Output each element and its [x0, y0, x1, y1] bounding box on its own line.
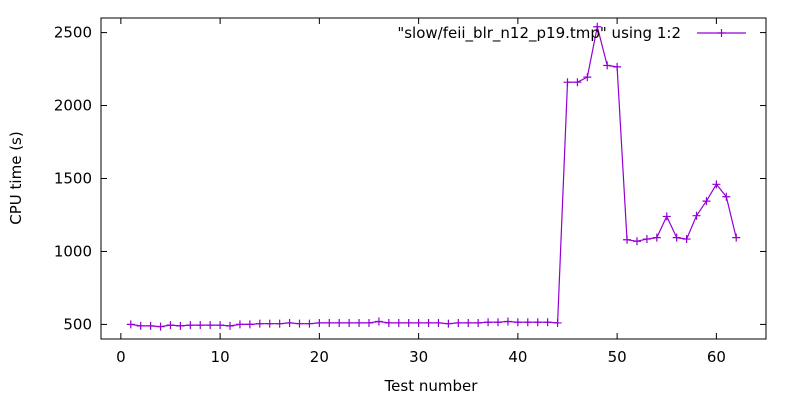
x-tick-label: 30 [409, 348, 428, 366]
y-tick-label: 2500 [54, 24, 92, 42]
data-point-marker [523, 318, 532, 327]
data-point-marker [384, 318, 393, 327]
data-point-marker [146, 321, 155, 330]
y-tick-label: 1000 [54, 242, 92, 260]
data-point-marker [235, 320, 244, 329]
legend: "slow/feii_blr_n12_p19.tmp" using 1:2 [397, 24, 746, 43]
data-point-marker [414, 318, 423, 327]
data-point-marker [394, 318, 403, 327]
data-point-marker [652, 233, 661, 242]
x-tick-label: 60 [707, 348, 726, 366]
data-point-marker [176, 321, 185, 330]
data-point-marker [444, 319, 453, 328]
data-point-marker [166, 321, 175, 330]
data-point-marker [454, 318, 463, 327]
data-point-marker [732, 233, 741, 242]
data-point-marker [186, 321, 195, 330]
x-tick-label: 20 [310, 348, 329, 366]
data-point-marker [642, 235, 651, 244]
data-point-marker [245, 320, 254, 329]
data-point-marker [513, 318, 522, 327]
data-point-marker [216, 321, 225, 330]
data-point-marker [672, 233, 681, 242]
data-point-marker [543, 318, 552, 327]
data-point-marker [503, 317, 512, 326]
data-point-marker [712, 180, 721, 189]
legend-marker [717, 29, 726, 37]
x-tick-label: 40 [508, 348, 527, 366]
data-point-marker [464, 318, 473, 327]
y-tick-label: 2000 [54, 97, 92, 115]
data-point-marker [553, 318, 562, 327]
data-point-marker [692, 211, 701, 220]
data-point-marker [632, 237, 641, 246]
y-tick-label: 500 [63, 315, 92, 333]
data-point-marker [374, 317, 383, 326]
y-tick-label: 1500 [54, 170, 92, 188]
data-point-marker [136, 321, 145, 330]
data-point-marker [494, 318, 503, 327]
data-point-marker [345, 318, 354, 327]
data-point-marker [722, 192, 731, 201]
data-point-marker [226, 321, 235, 330]
data-point-marker [196, 321, 205, 330]
data-point-marker [613, 62, 622, 71]
data-point-marker [484, 318, 493, 327]
data-point-marker [583, 73, 592, 82]
data-point-marker [335, 318, 344, 327]
data-point-marker [285, 318, 294, 327]
data-point-marker [156, 322, 165, 331]
series-line [130, 26, 737, 328]
data-point-marker [305, 319, 314, 328]
data-point-marker [364, 318, 373, 327]
data-point-marker [533, 318, 542, 327]
axes: 0 10 20 30 40 50 60 500 1000 1500 2000 2500 [54, 17, 767, 366]
data-point-marker [563, 78, 572, 87]
x-tick-label: 50 [608, 348, 627, 366]
data-point-marker [434, 318, 443, 327]
data-point-marker [325, 318, 334, 327]
data-point-marker [295, 319, 304, 328]
data-point-marker [702, 197, 711, 206]
data-point-marker [573, 78, 582, 87]
data-point-marker [623, 235, 632, 244]
data-series [126, 22, 741, 331]
data-point-marker [275, 319, 284, 328]
data-point-marker [404, 318, 413, 327]
data-point-marker [474, 318, 483, 327]
x-tick-label: 10 [211, 348, 230, 366]
data-point-marker [662, 212, 671, 221]
plot-frame [100, 17, 767, 340]
data-point-marker [126, 320, 135, 329]
data-point-marker [206, 321, 215, 330]
data-point-marker [593, 22, 602, 31]
data-point-marker [315, 318, 324, 327]
data-point-marker [265, 319, 274, 328]
data-point-marker [682, 235, 691, 244]
data-point-marker [255, 319, 264, 328]
legend-entry-label: "slow/feii_blr_n12_p19.tmp" using 1:2 [397, 24, 681, 43]
data-point-marker [424, 318, 433, 327]
x-axis-label: Test number [384, 377, 479, 395]
x-tick-label: 0 [116, 348, 126, 366]
data-point-marker [355, 318, 364, 327]
data-point-marker [603, 61, 612, 70]
y-axis-label: CPU time (s) [7, 131, 25, 224]
